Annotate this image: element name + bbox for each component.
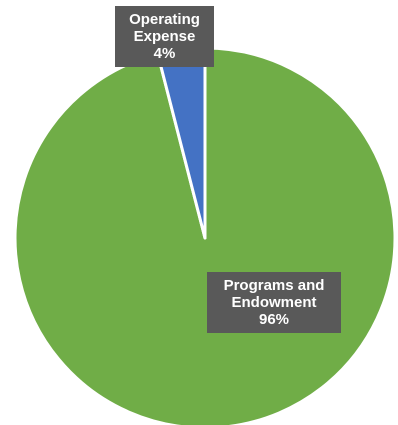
data-label-box — [115, 6, 214, 67]
data-label-category: Operating — [129, 11, 200, 28]
data-label-category: Programs and — [224, 277, 325, 294]
data-label-value: 96% — [259, 311, 289, 328]
data-label-box — [207, 272, 341, 333]
data-label-category: Expense — [134, 28, 196, 45]
data-label-value: 4% — [154, 45, 176, 62]
slices-layer — [13, 46, 397, 425]
data-label-category: Endowment — [232, 294, 317, 311]
